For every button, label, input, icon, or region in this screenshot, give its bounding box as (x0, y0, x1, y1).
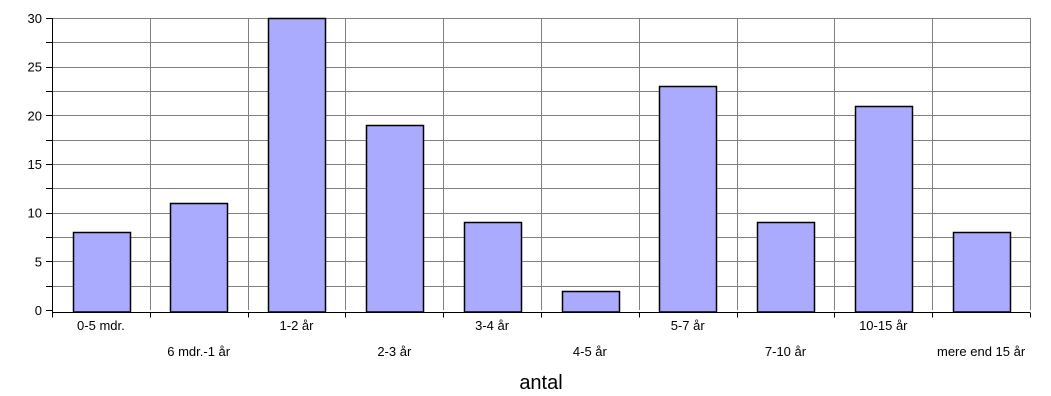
axes (46, 18, 1031, 318)
x-tick-label: 6 mdr.-1 år (167, 344, 231, 359)
x-tick-label: 3-4 år (475, 318, 510, 333)
bar (463, 221, 523, 313)
bar (561, 290, 621, 313)
y-tick-label: 30 (28, 11, 42, 26)
y-tick-label: 25 (28, 60, 42, 75)
x-tick-label: 2-3 år (377, 344, 412, 359)
bar (952, 231, 1012, 313)
y-tick-label: 15 (28, 157, 42, 172)
y-tick-labels: 0 5 10 15 20 25 30 (28, 11, 42, 318)
x-tick-label: 1-2 år (280, 318, 315, 333)
x-tick-label: 10-15 år (859, 318, 908, 333)
bar (658, 85, 718, 313)
x-axis-title: antal (519, 372, 562, 394)
x-tick-label: 4-5 år (573, 344, 608, 359)
x-tick-labels: 0-5 mdr. 6 mdr.-1 år 1-2 år 2-3 år 3-4 år 4-5… (77, 318, 1026, 359)
bar (72, 231, 132, 313)
x-tick-label: 7-10 år (765, 344, 807, 359)
x-tick-label: mere end 15 år (937, 344, 1026, 359)
y-tick-label: 20 (28, 108, 42, 123)
bar (756, 221, 816, 313)
bar (169, 202, 229, 313)
grid (52, 18, 1031, 310)
bars (72, 17, 1012, 313)
y-tick-label: 5 (35, 254, 42, 269)
bar (267, 17, 327, 313)
x-tick-label: 5-7 år (671, 318, 706, 333)
x-tick-label: 0-5 mdr. (77, 318, 125, 333)
y-tick-label: 0 (35, 303, 42, 318)
y-tick-label: 10 (28, 206, 42, 221)
bar (854, 105, 914, 313)
bar (365, 124, 425, 313)
